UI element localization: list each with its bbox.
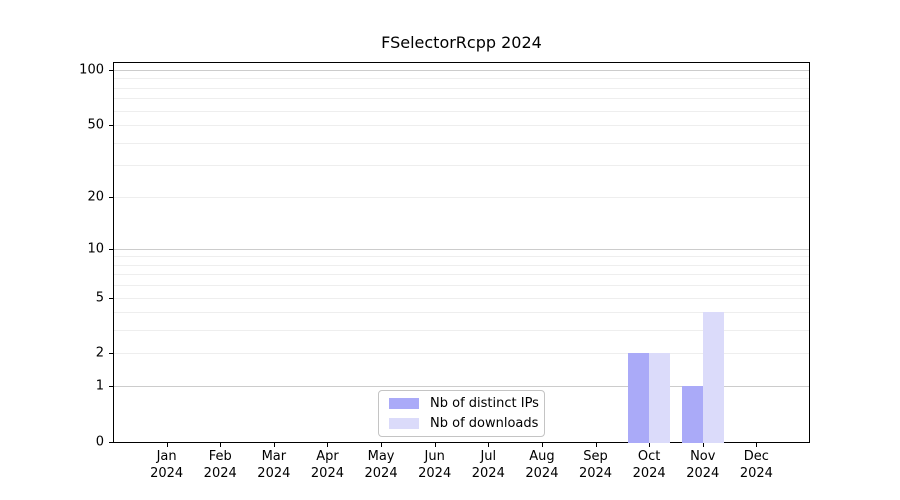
x-tick-year-oct: 2024 (632, 465, 666, 481)
gridline-minor-y-4 (114, 312, 809, 314)
chart-title: FSelectorRcpp 2024 (381, 33, 542, 52)
x-tick-jul (488, 443, 490, 447)
x-tick-mar (273, 443, 275, 447)
x-tick-sep (595, 443, 597, 447)
y-tick-label-5: 5 (95, 290, 104, 306)
x-tick-year-jan: 2024 (150, 465, 184, 481)
x-tick-year-dec: 2024 (739, 465, 773, 481)
x-tick-label-nov: Nov 2024 (671, 449, 735, 483)
gridline-minor-y-5 (114, 297, 809, 299)
x-tick-month-apr: Apr (316, 449, 339, 464)
y-tick-0 (109, 442, 113, 443)
x-tick-label-sep: Sep 2024 (564, 449, 628, 483)
gridline-minor-y-9 (114, 256, 809, 258)
y-tick-label-20: 20 (87, 189, 104, 205)
legend-entry-downloads: Nb of downloads (389, 416, 539, 431)
x-tick-month-dec: Dec (743, 449, 769, 464)
y-tick-label-10: 10 (87, 241, 104, 257)
x-tick-label-jul: Jul 2024 (456, 449, 520, 483)
x-tick-month-feb: Feb (208, 449, 232, 464)
gridline-minor-y-90 (114, 78, 809, 80)
x-tick-apr (327, 443, 329, 447)
y-tick-100 (109, 70, 113, 71)
legend-entry-distinct-ips: Nb of distinct IPs (389, 396, 539, 411)
x-tick-month-jul: Jul (480, 449, 497, 464)
x-tick-label-oct: Oct 2024 (617, 449, 681, 483)
x-tick-year-apr: 2024 (310, 465, 344, 481)
x-tick-feb (220, 443, 222, 447)
y-tick-2 (109, 353, 113, 355)
y-tick-label-100: 100 (79, 62, 104, 78)
x-tick-dec (756, 443, 758, 447)
plot-area (113, 62, 810, 443)
x-tick-month-may: May (367, 449, 395, 464)
x-tick-year-sep: 2024 (578, 465, 613, 481)
x-tick-month-jan: Jan (156, 449, 177, 464)
x-tick-jun (434, 443, 436, 447)
x-tick-label-jan: Jan 2024 (135, 449, 199, 483)
legend-label-downloads: Nb of downloads (430, 416, 539, 431)
gridline-minor-y-6 (114, 285, 809, 287)
gridline-minor-y-20 (114, 196, 809, 198)
y-tick-5 (109, 297, 113, 299)
y-tick-label-1: 1 (95, 378, 104, 394)
gridline-minor-y-8 (114, 264, 809, 266)
gridline-minor-y-30 (114, 165, 809, 167)
x-tick-label-apr: Apr 2024 (295, 449, 359, 483)
bar-oct-downloads (649, 353, 671, 443)
x-tick-month-mar: Mar (261, 449, 287, 464)
x-tick-nov (702, 443, 704, 447)
y-tick-1 (109, 386, 113, 388)
x-tick-year-may: 2024 (364, 465, 398, 481)
bar-oct-distinct-ips (628, 353, 650, 443)
x-tick-month-sep: Sep (583, 449, 608, 464)
gridline-major-y-100 (114, 70, 809, 71)
x-tick-year-mar: 2024 (257, 465, 291, 481)
gridline-minor-y-60 (114, 110, 809, 112)
legend: Nb of distinct IPs Nb of downloads (378, 390, 545, 437)
gridline-minor-y-7 (114, 274, 809, 276)
x-tick-label-dec: Dec 2024 (724, 449, 788, 483)
legend-swatch-distinct-ips-icon (389, 398, 419, 409)
y-tick-label-2: 2 (95, 345, 104, 361)
y-tick-label-0: 0 (95, 434, 104, 450)
x-tick-month-oct: Oct (637, 449, 661, 464)
x-tick-year-jul: 2024 (471, 465, 505, 481)
y-tick-label-50: 50 (87, 117, 104, 133)
x-tick-label-may: May 2024 (349, 449, 413, 483)
gridline-major-y-1 (114, 386, 809, 388)
x-tick-month-aug: Aug (529, 449, 555, 464)
x-tick-year-aug: 2024 (525, 465, 559, 481)
legend-swatch-downloads-icon (389, 418, 419, 429)
x-tick-year-feb: 2024 (203, 465, 237, 481)
x-tick-label-mar: Mar 2024 (242, 449, 306, 483)
x-tick-year-jun: 2024 (418, 465, 452, 481)
legend-label-distinct-ips: Nb of distinct IPs (430, 396, 539, 411)
gridline-minor-y-2 (114, 353, 809, 355)
gridline-minor-y-40 (114, 142, 809, 144)
x-tick-label-aug: Aug 2024 (510, 449, 574, 483)
gridline-major-y-10 (114, 248, 809, 250)
x-tick-label-jun: Jun 2024 (403, 449, 467, 483)
x-tick-aug (541, 443, 543, 447)
bar-nov-downloads (702, 312, 724, 443)
x-tick-label-feb: Feb 2024 (188, 449, 252, 483)
x-tick-year-nov: 2024 (686, 465, 720, 481)
bar-nov-distinct-ips (681, 386, 703, 443)
gridline-minor-y-80 (114, 87, 809, 89)
x-tick-may (381, 443, 383, 447)
y-tick-20 (109, 196, 113, 198)
gridline-minor-y-70 (114, 98, 809, 100)
gridline-minor-y-3 (114, 330, 809, 332)
x-tick-jan (166, 443, 168, 447)
gridline-minor-y-50 (114, 125, 809, 127)
y-tick-10 (109, 248, 113, 250)
x-tick-month-jun: Jun (424, 449, 445, 464)
x-tick-oct (649, 443, 651, 447)
x-tick-month-nov: Nov (690, 449, 716, 464)
y-tick-50 (109, 125, 113, 127)
